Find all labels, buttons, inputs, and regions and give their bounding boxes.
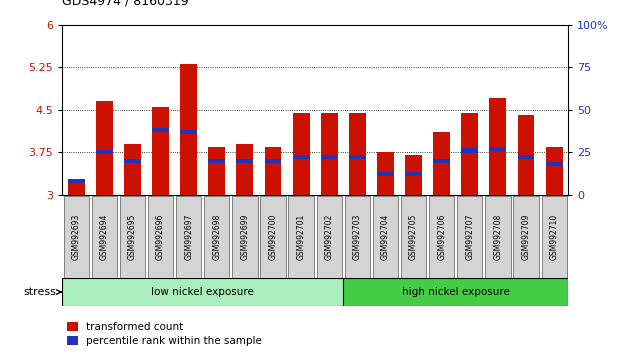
Bar [265,147,281,195]
Text: GSM992706: GSM992706 [437,214,446,260]
Bar [237,159,253,163]
Bar [405,172,422,176]
Text: GSM992700: GSM992700 [268,214,278,260]
Bar [237,144,253,195]
Text: GSM992699: GSM992699 [240,214,250,260]
FancyBboxPatch shape [345,196,370,278]
Bar [517,115,535,195]
Bar [349,155,366,159]
Text: GDS4974 / 8160319: GDS4974 / 8160319 [62,0,189,7]
Bar [489,147,506,151]
Text: stress: stress [23,287,56,297]
Bar [377,152,394,195]
FancyBboxPatch shape [401,196,426,278]
Bar [180,130,197,134]
Bar [180,64,197,195]
FancyBboxPatch shape [288,196,314,278]
Text: GSM992704: GSM992704 [381,214,390,260]
Bar [208,147,225,195]
Bar [152,128,169,132]
FancyBboxPatch shape [63,196,89,278]
FancyBboxPatch shape [176,196,201,278]
Text: GSM992693: GSM992693 [71,214,81,260]
FancyBboxPatch shape [232,196,258,278]
Bar [377,172,394,176]
FancyBboxPatch shape [429,196,455,278]
FancyBboxPatch shape [92,196,117,278]
Bar [461,148,478,153]
Bar [152,107,169,195]
Bar [546,147,563,195]
Legend: transformed count, percentile rank within the sample: transformed count, percentile rank withi… [67,322,262,346]
FancyBboxPatch shape [542,196,567,278]
FancyBboxPatch shape [120,196,145,278]
FancyBboxPatch shape [317,196,342,278]
Text: GSM992705: GSM992705 [409,214,418,260]
Bar [68,183,84,195]
Bar [433,132,450,195]
Bar [265,159,281,163]
Text: GSM992707: GSM992707 [465,214,474,260]
FancyBboxPatch shape [514,196,538,278]
FancyBboxPatch shape [485,196,510,278]
Bar [292,113,309,195]
Bar [208,159,225,163]
Text: high nickel exposure: high nickel exposure [402,287,510,297]
Bar [321,155,338,159]
Bar [124,144,141,195]
Text: low nickel exposure: low nickel exposure [152,287,254,297]
FancyBboxPatch shape [373,196,398,278]
Bar [68,179,84,183]
Text: GSM992709: GSM992709 [522,214,530,260]
Bar [489,98,506,195]
Text: GSM992701: GSM992701 [297,214,306,260]
Bar [96,150,113,154]
Bar [292,155,309,159]
Text: GSM992703: GSM992703 [353,214,362,260]
Text: GSM992694: GSM992694 [100,214,109,260]
Bar [546,162,563,166]
FancyBboxPatch shape [204,196,229,278]
Text: GSM992708: GSM992708 [494,214,502,260]
Bar [96,101,113,195]
Text: GSM992696: GSM992696 [156,214,165,260]
FancyBboxPatch shape [260,196,286,278]
Bar [433,159,450,163]
Bar [517,155,535,159]
Bar [321,113,338,195]
FancyBboxPatch shape [343,278,568,306]
Text: GSM992710: GSM992710 [550,214,559,260]
FancyBboxPatch shape [62,278,343,306]
Text: GSM992695: GSM992695 [128,214,137,260]
FancyBboxPatch shape [148,196,173,278]
Bar [124,159,141,163]
Text: GSM992698: GSM992698 [212,214,221,260]
Bar [461,113,478,195]
Bar [349,113,366,195]
FancyBboxPatch shape [457,196,483,278]
Bar [405,155,422,195]
Text: GSM992702: GSM992702 [325,214,333,260]
Text: GSM992697: GSM992697 [184,214,193,260]
